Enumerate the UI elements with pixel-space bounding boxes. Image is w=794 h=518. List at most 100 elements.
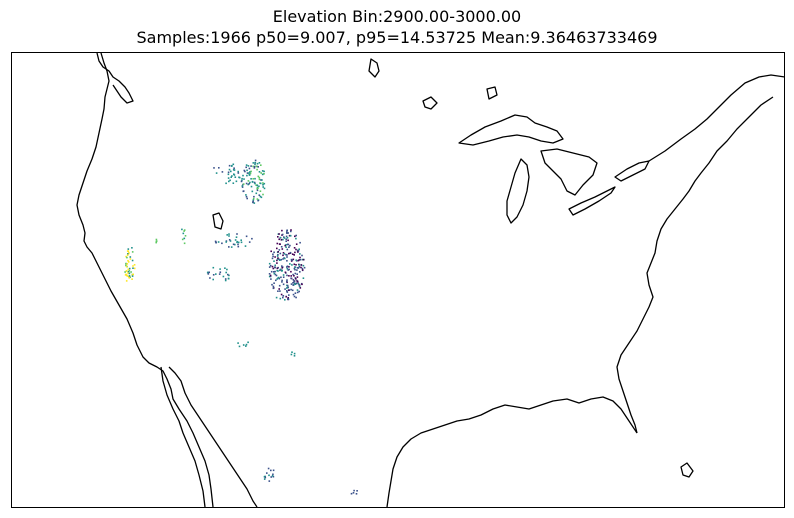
elevation-sample-point bbox=[290, 230, 292, 233]
elevation-sample-point bbox=[272, 267, 275, 270]
elevation-sample-point bbox=[227, 273, 229, 276]
elevation-sample-point bbox=[125, 265, 128, 268]
elevation-sample-point bbox=[245, 166, 247, 169]
elevation-sample-point bbox=[282, 252, 285, 254]
elevation-sample-point bbox=[278, 288, 280, 290]
elevation-sample-point bbox=[281, 279, 283, 282]
elevation-sample-point bbox=[132, 273, 134, 276]
elevation-sample-point bbox=[353, 489, 355, 492]
elevation-sample-point bbox=[208, 271, 210, 274]
elevation-sample-point bbox=[270, 278, 272, 280]
elevation-sample-point bbox=[292, 258, 295, 261]
elevation-sample-point bbox=[260, 179, 262, 181]
elevation-sample-point bbox=[286, 243, 289, 246]
elevation-sample-point bbox=[261, 173, 264, 176]
lake-erie bbox=[568, 186, 616, 216]
elevation-sample-point bbox=[246, 197, 248, 200]
elevation-sample-point bbox=[233, 174, 236, 176]
elevation-sample-point bbox=[292, 273, 294, 276]
elevation-sample-point bbox=[276, 255, 279, 257]
elevation-sample-point bbox=[279, 290, 281, 292]
elevation-sample-point bbox=[277, 257, 279, 259]
elevation-sample-point bbox=[278, 249, 281, 251]
elevation-sample-point bbox=[296, 249, 299, 252]
elevation-sample-point bbox=[236, 233, 238, 235]
elevation-sample-point bbox=[182, 232, 185, 235]
elevation-sample-point bbox=[285, 238, 287, 240]
elevation-sample-point bbox=[301, 267, 304, 270]
elevation-sample-point bbox=[270, 250, 272, 253]
elevation-sample-point bbox=[295, 243, 298, 245]
elevation-sample-point bbox=[294, 282, 296, 285]
elevation-sample-point bbox=[278, 233, 280, 235]
salish-sea-coastline bbox=[96, 53, 134, 104]
elevation-sample-point bbox=[260, 164, 262, 166]
elevation-sample-point bbox=[131, 251, 134, 253]
elevation-sample-point bbox=[226, 268, 228, 271]
elevation-sample-point bbox=[255, 192, 258, 195]
coastline-layer bbox=[76, 53, 784, 507]
elevation-sample-point bbox=[284, 288, 286, 290]
elevation-sample-point bbox=[301, 283, 303, 286]
elevation-sample-point bbox=[230, 170, 232, 173]
elevation-sample-point bbox=[212, 274, 215, 276]
elevation-sample-point bbox=[242, 183, 245, 185]
elevation-sample-point bbox=[299, 253, 301, 255]
elevation-sample-point bbox=[262, 184, 264, 186]
elevation-sample-point bbox=[183, 237, 186, 240]
elevation-sample-point bbox=[290, 288, 292, 291]
elevation-sample-point bbox=[271, 265, 274, 268]
elevation-sample-point bbox=[264, 475, 266, 478]
elevation-sample-point bbox=[249, 171, 251, 173]
elevation-sample-point bbox=[285, 235, 288, 238]
elevation-sample-point bbox=[229, 179, 231, 182]
elevation-sample-point bbox=[282, 283, 285, 286]
elevation-sample-point bbox=[256, 189, 259, 192]
elevation-sample-point bbox=[215, 273, 217, 275]
elevation-sample-point bbox=[292, 284, 294, 286]
northern-lakes bbox=[368, 58, 498, 110]
elevation-sample-point bbox=[241, 185, 244, 187]
elevation-sample-point bbox=[127, 261, 130, 263]
elevation-sample-point bbox=[248, 167, 251, 170]
elevation-sample-point bbox=[291, 264, 293, 266]
elevation-sample-point bbox=[127, 250, 130, 252]
gulf-coastline bbox=[386, 396, 638, 507]
chart-title: Elevation Bin:2900.00-3000.00 bbox=[272, 7, 522, 26]
elevation-sample-point bbox=[298, 248, 300, 250]
elevation-sample-point bbox=[276, 247, 278, 250]
elevation-sample-point bbox=[280, 293, 283, 296]
baja-coastline bbox=[160, 366, 206, 507]
elevation-sample-point bbox=[126, 263, 129, 265]
elevation-sample-point bbox=[155, 241, 157, 244]
elevation-sample-point bbox=[256, 162, 259, 165]
elevation-sample-point bbox=[288, 266, 290, 268]
elevation-sample-point bbox=[233, 167, 235, 169]
elevation-sample-point bbox=[297, 251, 299, 253]
elevation-sample-point bbox=[303, 266, 306, 269]
elevation-sample-point bbox=[282, 276, 285, 278]
elevation-sample-point bbox=[242, 174, 244, 177]
elevation-sample-point bbox=[227, 173, 230, 176]
elevation-sample-point bbox=[275, 274, 278, 277]
elevation-sample-point bbox=[232, 182, 235, 184]
elevation-sample-point bbox=[258, 171, 261, 173]
elevation-sample-point bbox=[259, 182, 262, 185]
elevation-sample-point bbox=[285, 240, 287, 242]
elevation-sample-point bbox=[296, 269, 298, 271]
elevation-sample-point bbox=[242, 190, 245, 193]
elevation-sample-point bbox=[291, 253, 294, 255]
elevation-sample-point bbox=[299, 271, 301, 273]
elevation-sample-point bbox=[219, 271, 222, 273]
elevation-sample-point bbox=[286, 279, 288, 281]
elevation-sample-point bbox=[289, 244, 291, 247]
elevation-sample-point bbox=[285, 244, 287, 246]
elevation-sample-point bbox=[206, 271, 209, 274]
elevation-sample-point bbox=[289, 251, 292, 254]
elevation-sample-point bbox=[245, 194, 247, 196]
elevation-sample-point bbox=[245, 343, 248, 346]
elevation-sample-point bbox=[281, 229, 283, 232]
elevation-sample-point bbox=[277, 236, 279, 238]
elevation-sample-point bbox=[287, 289, 290, 291]
elevation-sample-point bbox=[291, 351, 293, 353]
